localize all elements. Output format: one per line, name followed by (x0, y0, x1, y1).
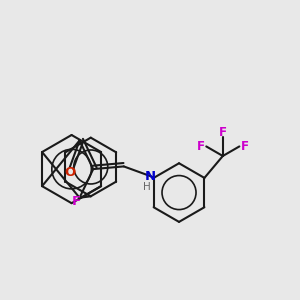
Text: O: O (64, 166, 75, 179)
Text: F: F (71, 195, 80, 208)
Text: F: F (197, 140, 205, 153)
Text: F: F (219, 126, 227, 139)
Text: F: F (241, 140, 249, 153)
Text: N: N (145, 170, 156, 183)
Text: H: H (143, 182, 151, 192)
